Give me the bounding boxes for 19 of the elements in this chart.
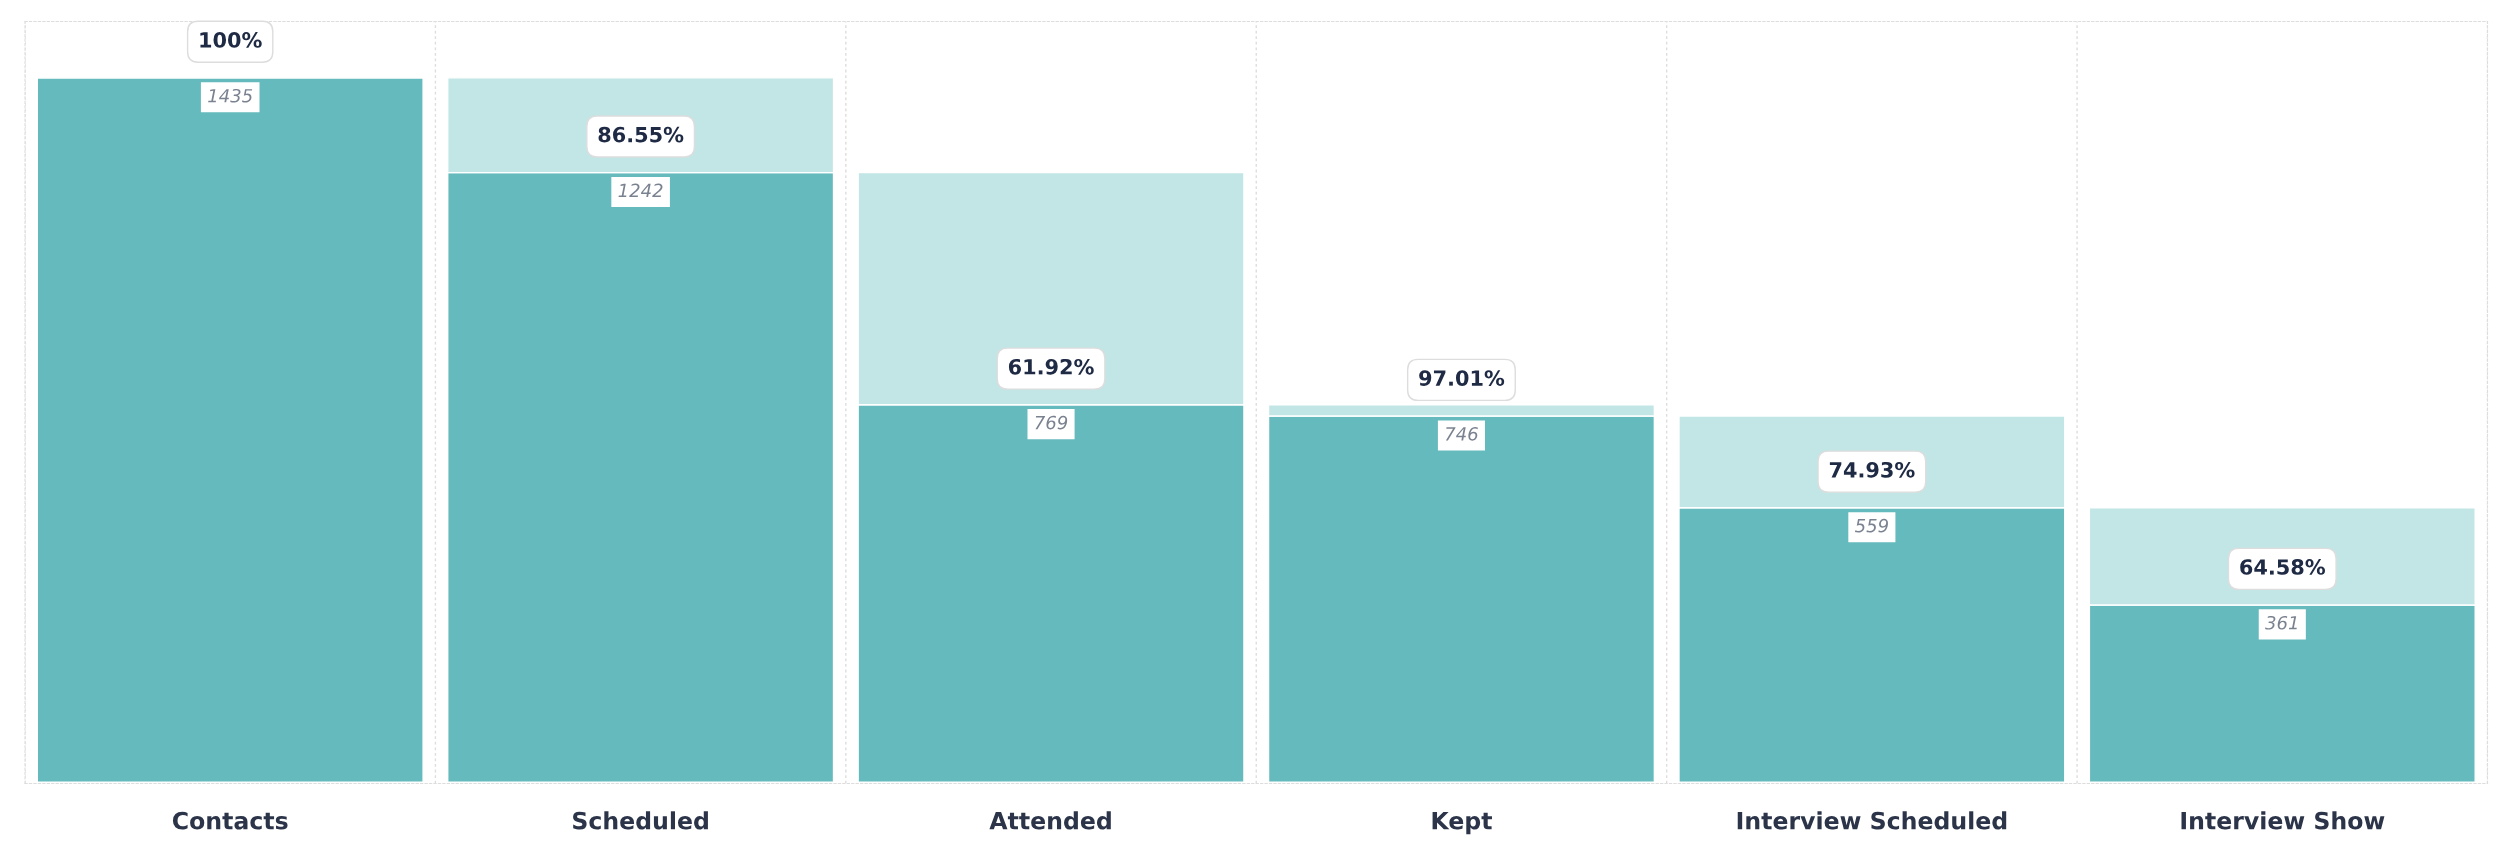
x-tick-label: Scheduled <box>573 811 708 830</box>
x-tick-label: Kept <box>1432 812 1492 835</box>
x-tick-label: Interview Scheduled <box>1737 811 2007 830</box>
x-tick-label: Contacts <box>172 811 288 830</box>
annotation: 86.55% <box>598 126 684 143</box>
x-tick-label: Attended <box>989 811 1111 830</box>
data-label: 1435 <box>208 88 253 103</box>
data-label: 746 <box>1445 427 1478 441</box>
x-tick-label: Interview Show <box>2181 811 2385 830</box>
data-label: 1242 <box>618 183 663 198</box>
annotation: 97.01% <box>1419 370 1505 386</box>
annotation: 74.93% <box>1829 461 1915 478</box>
data-label: 361 <box>2265 615 2297 630</box>
annotation: 61.92% <box>1008 358 1094 375</box>
data-label: 559 <box>1855 518 1888 533</box>
annotation: 100% <box>200 32 262 48</box>
annotation: 64.58% <box>2240 559 2326 575</box>
data-label: 769 <box>1035 415 1068 430</box>
bar <box>36 77 424 783</box>
